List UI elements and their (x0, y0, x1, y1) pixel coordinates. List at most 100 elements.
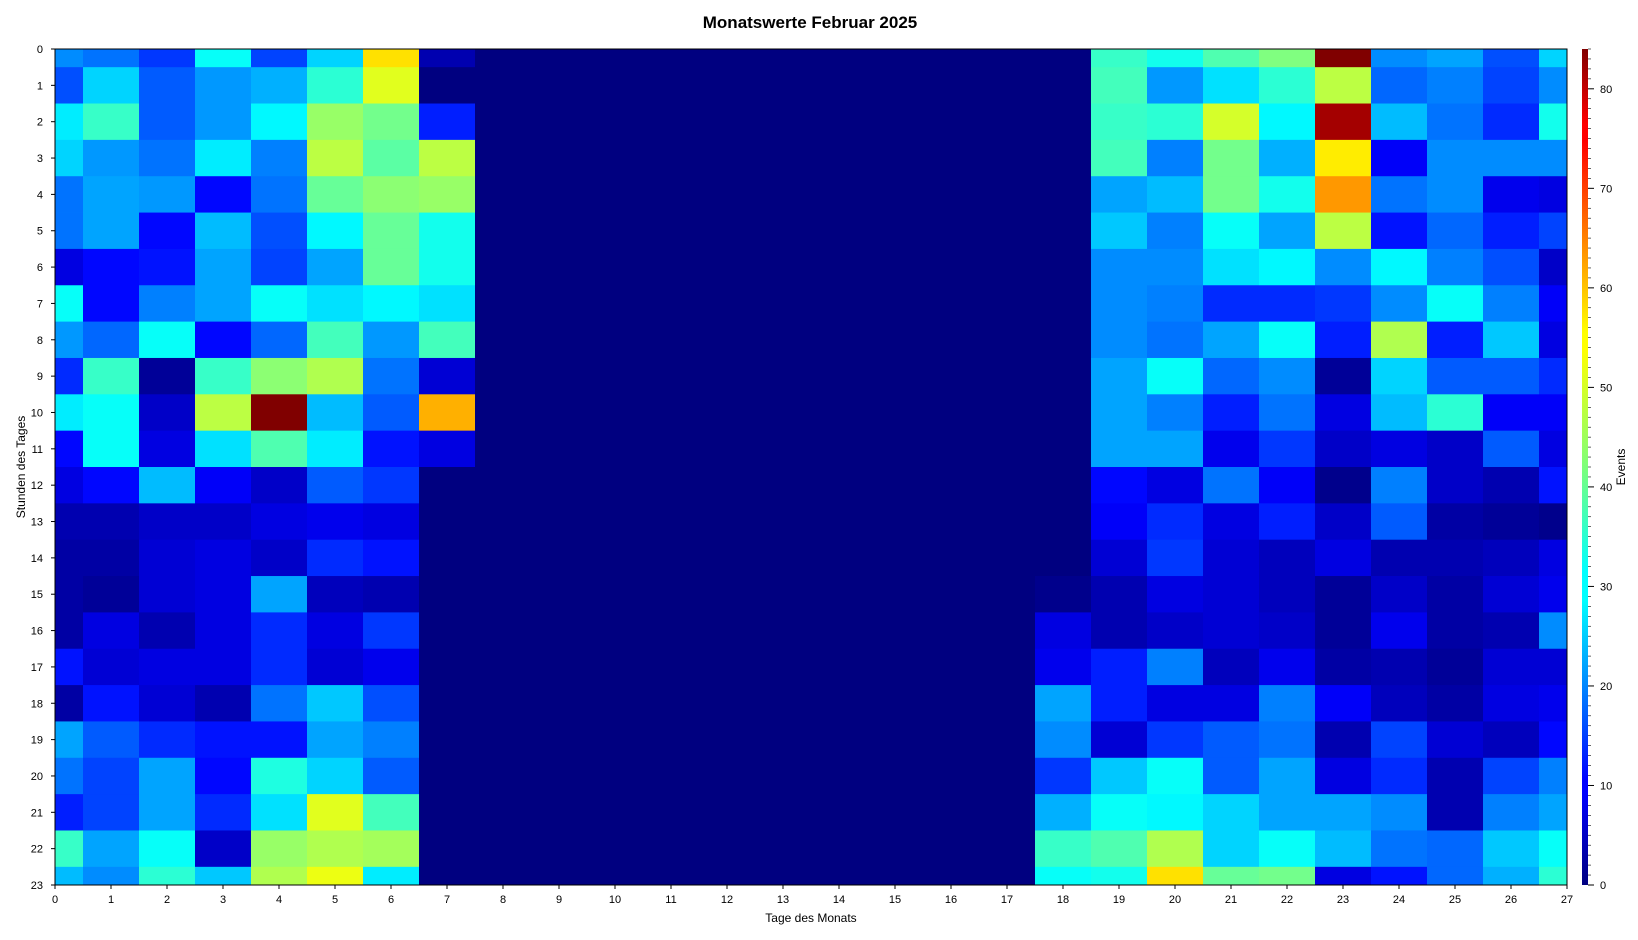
heatmap-cell (251, 103, 308, 141)
colorbar-tick-label: 80 (1600, 84, 1612, 96)
heatmap-cell (83, 212, 140, 250)
heatmap-cell (195, 139, 252, 177)
heatmap-cell (195, 248, 252, 286)
heatmap-cell (811, 539, 868, 577)
heatmap-cell (923, 794, 980, 831)
colorbar-tick-label: 0 (1600, 880, 1606, 892)
heatmap-cell (1259, 721, 1316, 759)
heatmap-cell (1539, 685, 1568, 722)
heatmap-cell (699, 503, 756, 541)
heatmap-cell (83, 467, 140, 504)
heatmap-cell (139, 212, 196, 250)
heatmap-cell (1539, 67, 1568, 104)
heatmap-cell (1035, 139, 1092, 177)
heatmap-cell (979, 285, 1036, 323)
heatmap-cell (83, 794, 140, 831)
heatmap-cell (1539, 866, 1568, 886)
heatmap-cell (251, 830, 308, 868)
heatmap-cell (1203, 866, 1260, 886)
heatmap-cell (1091, 830, 1148, 868)
heatmap-cell (923, 67, 980, 104)
heatmap-cell (867, 212, 924, 250)
heatmap-cell (1371, 67, 1428, 104)
heatmap-cell (923, 248, 980, 286)
heatmap-cell (811, 794, 868, 831)
heatmap-cell (83, 176, 140, 213)
heatmap-cell (1539, 357, 1568, 395)
heatmap-cell (307, 467, 364, 504)
colorbar (1582, 49, 1588, 885)
y-tick-label: 16 (31, 626, 43, 638)
heatmap-cell (1427, 576, 1484, 613)
heatmap-cell (195, 49, 252, 68)
heatmap-cell (55, 757, 84, 795)
heatmap-cell (1091, 139, 1148, 177)
heatmap-cell (1483, 49, 1540, 68)
heatmap-cell (139, 539, 196, 577)
heatmap-cell (587, 394, 644, 432)
heatmap-cell (475, 576, 532, 613)
heatmap-cell (195, 285, 252, 323)
y-tick-label: 10 (31, 407, 43, 419)
x-tick-label: 8 (500, 894, 506, 906)
heatmap-cell (1539, 648, 1568, 686)
heatmap-cell (979, 321, 1036, 359)
heatmap-cell (1427, 357, 1484, 395)
heatmap-cell (811, 612, 868, 650)
heatmap-cell (1035, 576, 1092, 613)
heatmap-cell (363, 139, 420, 177)
heatmap-cell (587, 430, 644, 468)
heatmap-cell (867, 67, 924, 104)
heatmap-cell (1371, 576, 1428, 613)
heatmap-cell (1203, 612, 1260, 650)
y-tick-label: 2 (37, 117, 43, 129)
heatmap-cell (1539, 794, 1568, 831)
heatmap-cell (643, 830, 700, 868)
heatmap-cell (55, 212, 84, 250)
heatmap-cell (1483, 794, 1540, 831)
heatmap-cell (923, 103, 980, 141)
heatmap-cell (587, 503, 644, 541)
heatmap-cell (1203, 176, 1260, 213)
heatmap-cell (811, 212, 868, 250)
heatmap-cell (1315, 576, 1372, 613)
heatmap-cell (923, 503, 980, 541)
heatmap-cell (531, 49, 588, 68)
heatmap-cell (1371, 321, 1428, 359)
heatmap-cell (83, 357, 140, 395)
heatmap-cell (867, 685, 924, 722)
heatmap-cell (531, 394, 588, 432)
heatmap-cell (55, 176, 84, 213)
heatmap-cell (755, 721, 812, 759)
y-tick-label: 6 (37, 262, 43, 274)
heatmap-cell (1483, 721, 1540, 759)
heatmap-cell (643, 357, 700, 395)
heatmap-cell (1539, 576, 1568, 613)
heatmap-cell (419, 794, 476, 831)
heatmap-cell (811, 503, 868, 541)
heatmap-cell (1203, 103, 1260, 141)
heatmap-cell (139, 612, 196, 650)
heatmap-cell (587, 830, 644, 868)
x-tick-label: 0 (52, 894, 58, 906)
heatmap-cell (587, 612, 644, 650)
heatmap-cell (755, 176, 812, 213)
heatmap-cell (531, 212, 588, 250)
heatmap-cell (1259, 212, 1316, 250)
heatmap-cell (979, 612, 1036, 650)
heatmap-cell (643, 212, 700, 250)
heatmap-cell (1091, 248, 1148, 286)
heatmap-cell (531, 467, 588, 504)
heatmap-cell (587, 49, 644, 68)
chart-title: Monatswerte Februar 2025 (703, 13, 917, 32)
colorbar-tick-label: 60 (1600, 283, 1612, 295)
heatmap-cell (531, 67, 588, 104)
heatmap-cell (755, 321, 812, 359)
heatmap-cell (979, 103, 1036, 141)
heatmap-cell (1035, 285, 1092, 323)
heatmap-cell (699, 612, 756, 650)
heatmap-cell (923, 357, 980, 395)
heatmap-cell (531, 176, 588, 213)
heatmap-cell (979, 139, 1036, 177)
heatmap-cell (811, 139, 868, 177)
